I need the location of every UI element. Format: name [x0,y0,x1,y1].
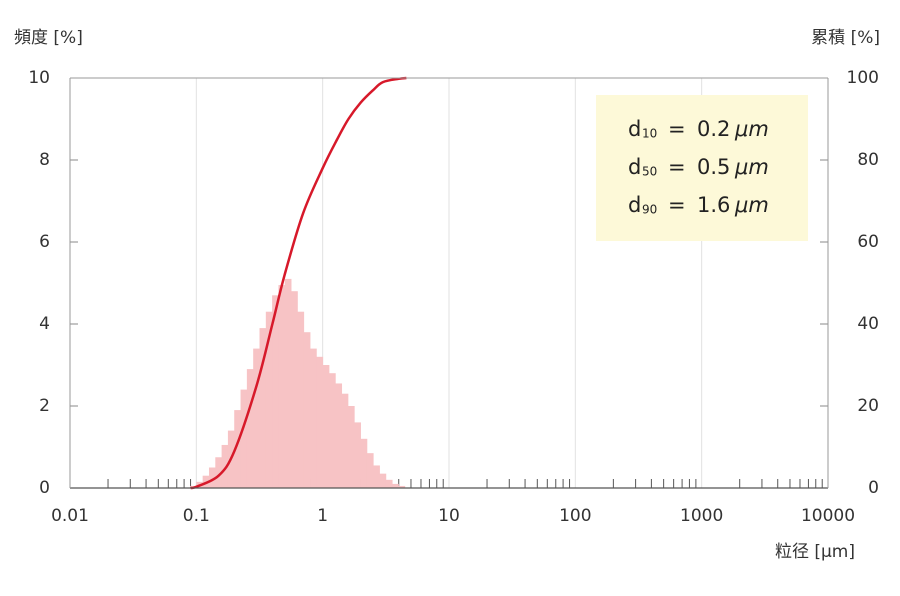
annotation-equals: = [668,193,686,217]
y-tick-label: 6 [39,232,50,252]
histogram-bar [208,467,216,488]
histogram-bar [373,465,380,488]
histogram-bar [265,311,273,488]
histogram-bar [328,373,336,488]
x-tick-label: 1 [317,506,328,526]
histogram-bar [272,295,279,488]
histogram-bar [246,369,254,488]
histogram-bar [278,285,286,488]
histogram-bar [335,383,343,488]
y2-tick-label: 40 [857,314,879,334]
histogram-bar [221,444,229,488]
histogram-bar [310,348,317,488]
y-tick-label: 8 [39,150,50,170]
y-tick-label: 0 [39,478,50,498]
y2-tick-label: 0 [868,478,879,498]
histogram-bar [303,332,311,488]
histogram-bar [316,356,324,488]
histogram-bar [347,406,355,488]
histogram-bar [259,328,267,488]
y2-tick-label: 80 [857,150,879,170]
annotation-equals: = [668,155,686,179]
histogram-bar [354,422,361,488]
x-tick-label: 10000 [801,506,855,526]
annotation-equals: = [668,117,686,141]
x-tick-label: 0.01 [51,506,89,526]
annotation-symbol: d [628,155,641,179]
y-tick-label: 2 [39,396,50,416]
histogram-bar [215,457,223,488]
y2-tick-label: 100 [847,68,879,88]
annotation-unit: μm [734,155,769,179]
x-axis-label: 粒径 [μm] [775,542,855,562]
histogram-bar [366,453,374,488]
y2-tick-label: 60 [857,232,879,252]
x-tick-label: 1000 [680,506,723,526]
histogram-bar [240,389,248,488]
annotation-background [596,95,808,241]
annotation-symbol: d [628,117,641,141]
histogram-bar [379,473,387,488]
annotation-subscript: 50 [642,165,657,179]
histogram-bar [322,365,330,488]
histogram-bar [297,311,305,488]
x-tick-label: 0.1 [183,506,210,526]
histogram-bar [341,393,349,488]
y-tick-label: 4 [39,314,50,334]
annotation-value: 1.6 [697,193,730,217]
x-tick-label: 10 [438,506,460,526]
y-tick-label: 10 [28,68,50,88]
annotation-unit: μm [734,193,769,217]
histogram-bar [234,410,241,488]
annotation-unit: μm [734,117,769,141]
annotation-value: 0.2 [697,117,730,141]
annotation-subscript: 10 [642,127,657,141]
annotation-box: d 10 = 0.2 μmd 50 = 0.5 μmd 90 = 1.6 μm [596,95,808,241]
annotation-subscript: 90 [642,203,657,217]
histogram-bar [360,438,368,488]
histogram-bar [385,479,393,488]
histogram-bar [398,485,406,488]
x-tick-label: 100 [559,506,591,526]
histogram-bar [284,278,292,488]
histogram-bar [253,348,260,488]
y2-axis-label: 累積 [%] [811,28,880,48]
histogram-bar [392,483,399,488]
histogram-bar [291,291,298,488]
annotation-value: 0.5 [697,155,730,179]
y-axis-label: 頻度 [%] [14,28,83,48]
y2-tick-label: 20 [857,396,879,416]
annotation-symbol: d [628,193,641,217]
cumulative-curve [190,76,407,490]
